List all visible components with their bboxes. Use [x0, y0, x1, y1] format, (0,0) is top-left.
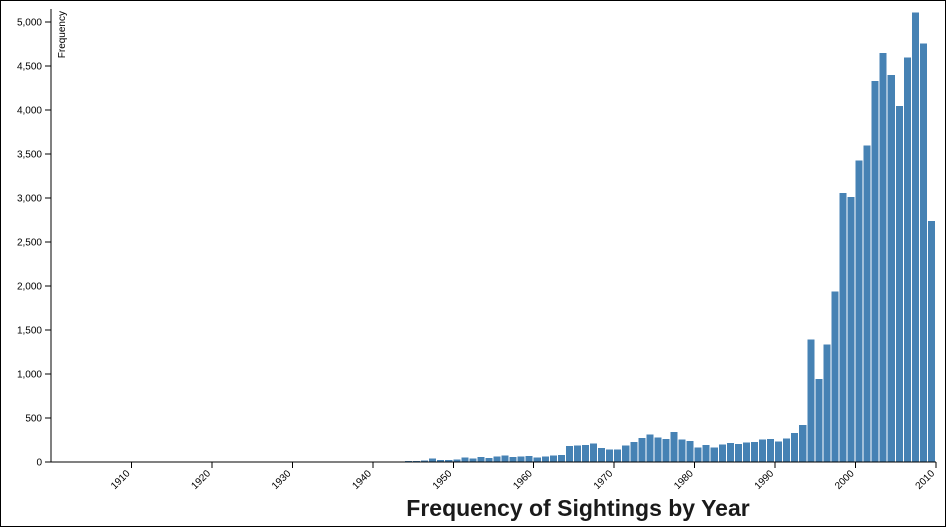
bar-1960: [525, 455, 533, 462]
x-axis: 1910 1920 1930 1940 1950 1960 1970 1980 1990 2000…: [51, 461, 938, 492]
bar-2006: [895, 105, 903, 462]
y-axis-label: Frequency: [57, 11, 68, 58]
bars-group: [83, 12, 935, 463]
x-tick-label: 2010: [914, 468, 938, 492]
bar-1974: [638, 437, 646, 462]
bar-1976: [654, 437, 662, 462]
bar-1972: [622, 445, 630, 462]
bar-1981: [694, 447, 702, 462]
x-tick-label: 1910: [109, 468, 133, 492]
x-tick-label: 1970: [592, 468, 616, 492]
bar-1977: [662, 439, 670, 462]
bar-1980: [686, 440, 694, 462]
bar-1968: [590, 443, 598, 462]
bar-1985: [726, 443, 734, 462]
bar-1979: [678, 439, 686, 462]
bar-1957: [501, 455, 509, 462]
bar-1973: [630, 441, 638, 462]
bar-1953: [469, 458, 477, 462]
bar-1958: [509, 457, 517, 462]
bar-1952: [461, 457, 469, 462]
chart-title: Frequency of Sightings by Year: [406, 495, 749, 521]
bar-1971: [614, 449, 622, 462]
y-tick-label: 1,000: [17, 370, 42, 381]
x-tick-label: 1980: [672, 468, 696, 492]
y-axis: 0 500 1,000 1,500 2,000 2,500 3,000 3,500 4,000 4…: [17, 9, 52, 469]
bar-1959: [517, 456, 525, 462]
y-tick-label: 4,500: [17, 62, 42, 73]
bar-1994: [799, 425, 807, 462]
bar-1993: [791, 432, 799, 462]
bar-1967: [582, 444, 590, 462]
bar-1983: [710, 447, 718, 462]
bar-2005: [887, 74, 895, 462]
y-tick-label: 5,000: [17, 18, 42, 29]
x-tick-label: 1990: [753, 468, 777, 492]
bar-1990: [767, 439, 775, 462]
bar-1947: [421, 460, 429, 462]
bar-1996: [815, 378, 823, 462]
bar-2008: [911, 12, 919, 463]
bar-1955: [485, 458, 493, 462]
bar-2010: [927, 220, 935, 462]
bar-2004: [879, 52, 887, 462]
bar-1991: [775, 441, 783, 462]
bar-1950: [445, 459, 453, 462]
bar-2007: [903, 57, 911, 462]
bar-1954: [477, 457, 485, 462]
bar-1984: [718, 444, 726, 462]
bar-2002: [863, 145, 871, 462]
bar-2001: [855, 160, 863, 463]
bar-1966: [573, 445, 581, 462]
y-tick-label: 3,000: [17, 194, 42, 205]
bar-1997: [823, 344, 831, 462]
bar-1964: [557, 454, 565, 462]
bar-1988: [750, 442, 758, 462]
bar-1995: [807, 339, 815, 462]
y-tick-label: 3,500: [17, 150, 42, 161]
y-tick-label: 0: [36, 458, 42, 469]
bar-1961: [533, 457, 541, 462]
bar-1982: [702, 444, 710, 462]
bar-2003: [871, 81, 879, 462]
bar-1962: [541, 456, 549, 462]
y-tick-label: 2,500: [17, 238, 42, 249]
bar-1969: [598, 447, 606, 462]
x-tick-label: 1960: [511, 468, 535, 492]
bar-1978: [670, 432, 678, 462]
bar-1963: [549, 455, 557, 462]
bar-1970: [606, 449, 614, 462]
bar-1956: [493, 456, 501, 462]
y-tick-label: 4,000: [17, 106, 42, 117]
bar-1989: [759, 439, 767, 462]
bar-1949: [437, 460, 445, 462]
bar-1975: [646, 434, 654, 462]
x-tick-label: 2000: [833, 468, 857, 492]
bar-1987: [742, 442, 750, 462]
bar-1999: [839, 192, 847, 462]
y-tick-label: 500: [25, 414, 42, 425]
bar-1965: [565, 446, 573, 462]
bar-2000: [847, 197, 855, 463]
x-tick-label: 1920: [190, 468, 214, 492]
bar-2009: [919, 43, 927, 463]
bar-1946: [413, 460, 421, 462]
bar-1992: [783, 438, 791, 462]
x-tick-label: 1950: [431, 468, 455, 492]
bar-1951: [453, 459, 461, 462]
y-tick-label: 2,000: [17, 282, 42, 293]
x-tick-label: 1940: [350, 468, 374, 492]
bar-1998: [831, 291, 839, 462]
bar-1948: [429, 458, 437, 462]
x-tick-label: 1930: [270, 468, 294, 492]
bar-1986: [734, 443, 742, 462]
y-tick-label: 1,500: [17, 326, 42, 337]
